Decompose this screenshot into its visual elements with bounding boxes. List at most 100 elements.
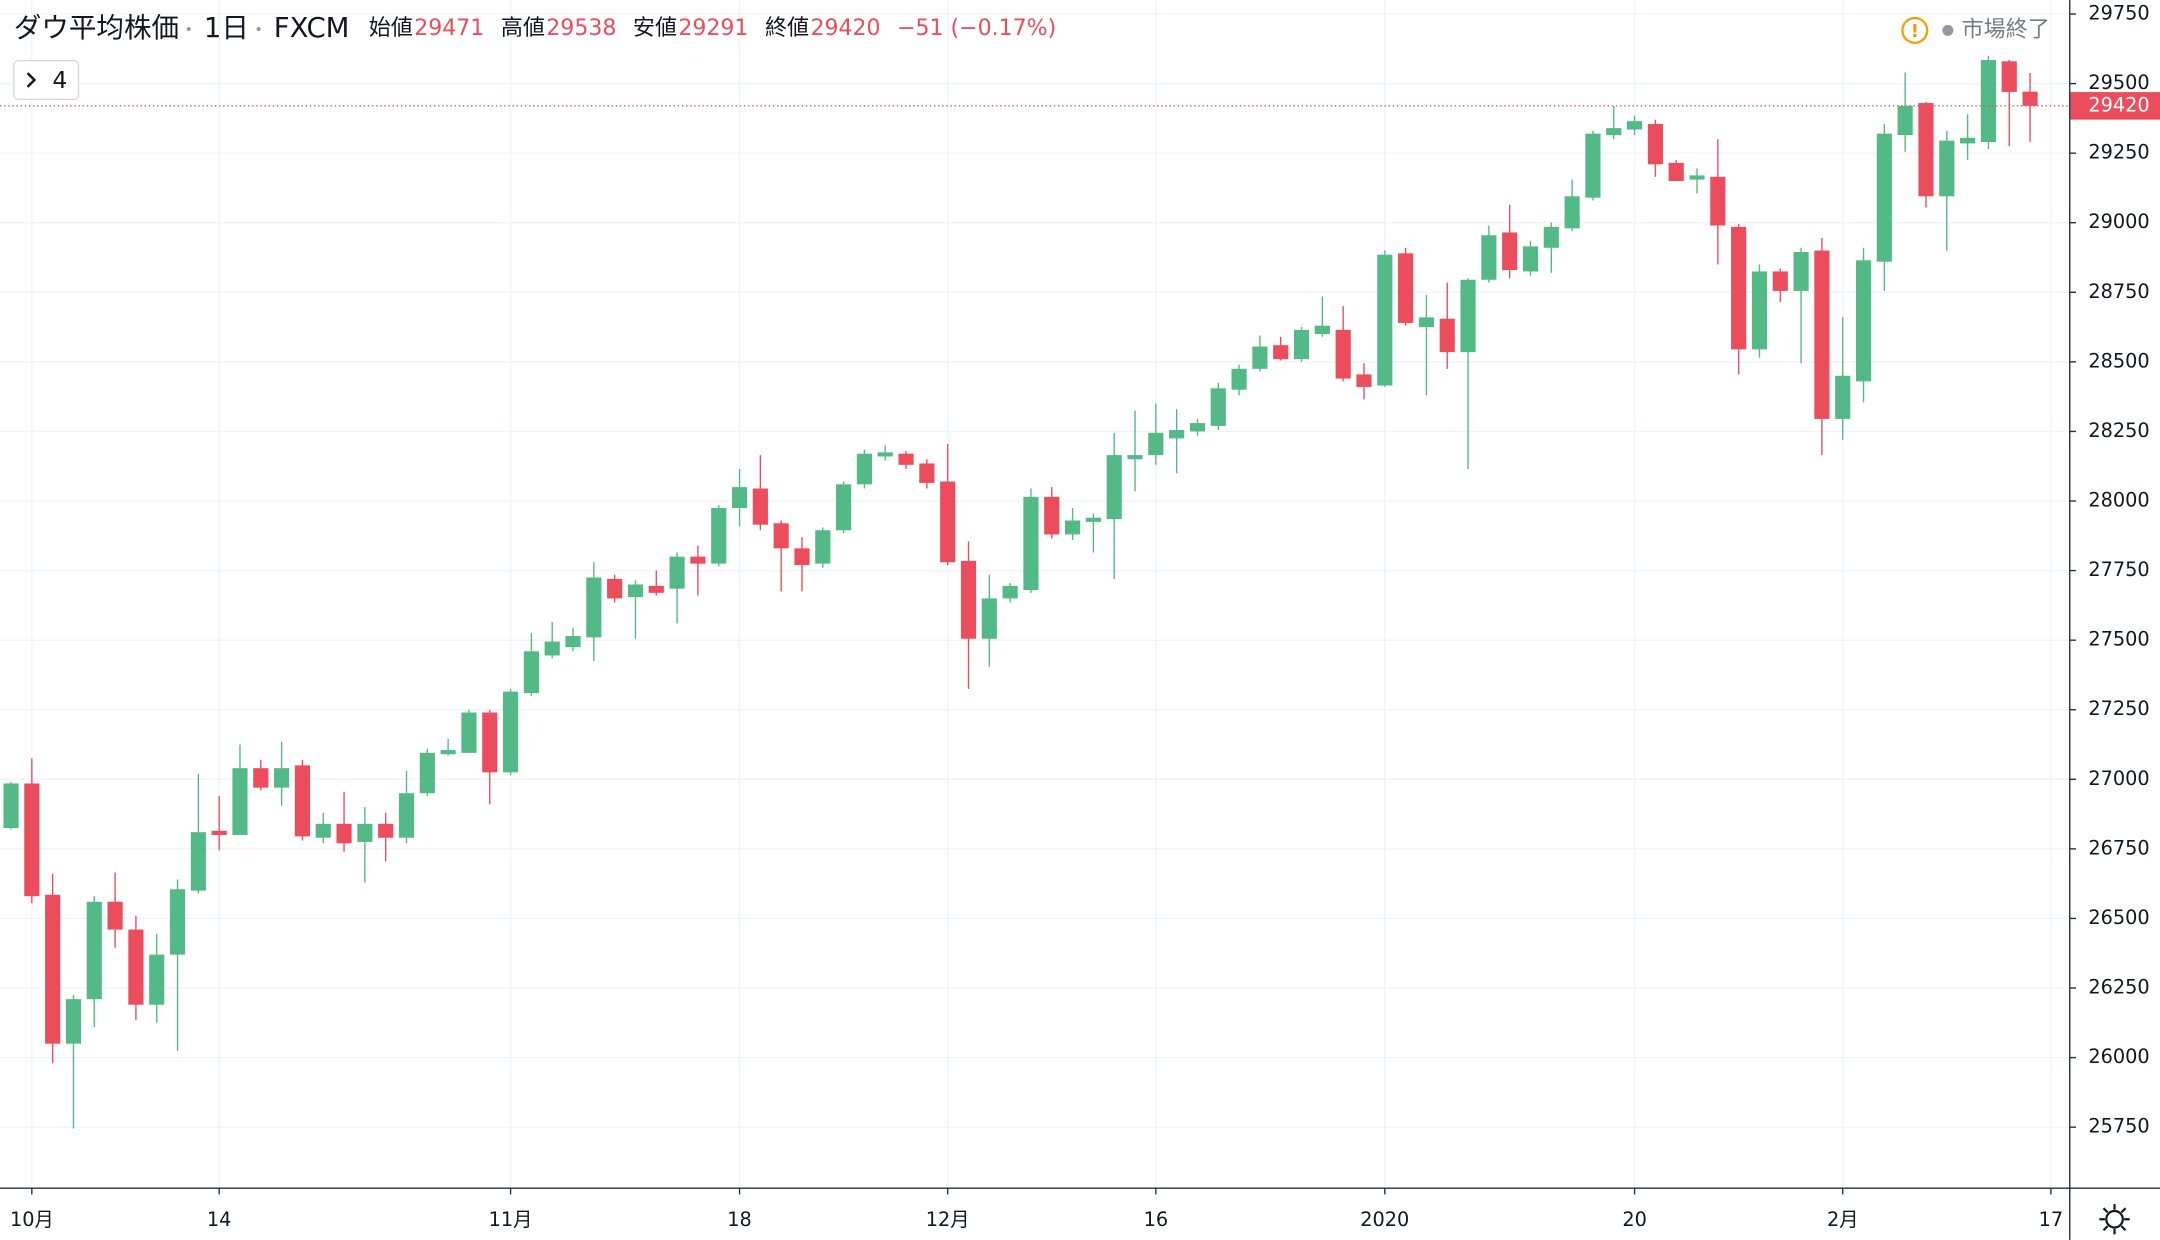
interval: 1日 [204, 12, 249, 44]
candle-body [2001, 61, 2017, 92]
y-tick-label: 28500 [2088, 349, 2149, 372]
toggle-box[interactable] [13, 60, 80, 100]
candle-body [919, 463, 935, 483]
y-tick-label: 29750 [2088, 2, 2149, 25]
x-tick-label: 12月 [926, 1208, 970, 1231]
separator-dot [256, 26, 261, 32]
candle-body [1106, 455, 1122, 520]
candle-body [294, 765, 311, 837]
x-tick-label: 11月 [489, 1208, 533, 1231]
candle-body [773, 523, 789, 549]
last-price-box [2070, 92, 2160, 120]
x-tick-label: 20 [1622, 1208, 1647, 1231]
candle-body [1751, 271, 1768, 350]
candle-body [190, 832, 206, 891]
market-status-text[interactable]: 市場終了 [1962, 17, 2050, 42]
candle-body [627, 584, 644, 598]
candle-body [1356, 374, 1372, 387]
y-tick-label: 27250 [2088, 697, 2149, 720]
y-tick-label: 26750 [2088, 836, 2149, 859]
y-tick-label: 27750 [2088, 558, 2149, 581]
indicator-toggle[interactable]: 4 [13, 60, 80, 100]
candle-body [1689, 175, 1705, 180]
last-price-label: 29420 [2088, 93, 2149, 116]
candle-body [336, 823, 352, 844]
gear-ring[interactable] [2105, 1209, 2124, 1229]
y-tick-label: 26250 [2088, 976, 2149, 999]
candle-body [482, 712, 498, 773]
candle-body [940, 481, 956, 563]
candle-body [1148, 432, 1164, 456]
candle-body [440, 750, 456, 755]
candle-body [274, 768, 290, 788]
candle-body [1960, 137, 1976, 144]
market-status[interactable]: ! 市場終了 [1901, 16, 2050, 44]
ohlc-field-label: 始値 [369, 16, 413, 41]
symbol-name: ダウ平均株価 [14, 12, 179, 44]
candle-body [149, 954, 165, 1005]
candle-body [1980, 59, 1997, 143]
x-tick-label: 18 [727, 1208, 752, 1231]
candle-body [1626, 121, 1643, 130]
candle-body [1439, 318, 1455, 353]
candle-body [1252, 346, 1268, 369]
warning-icon[interactable] [1901, 16, 1929, 44]
candle-body [1460, 279, 1476, 353]
x-tick-label: 14 [207, 1208, 232, 1231]
y-tick-label: 28000 [2088, 489, 2149, 512]
candle-body [690, 556, 706, 564]
candle-body [815, 530, 831, 564]
candle-body [1502, 232, 1518, 271]
candle-body [1585, 133, 1601, 198]
candle-body [1314, 325, 1330, 335]
candle-body [1064, 520, 1081, 535]
gear-teeth[interactable] [2099, 1204, 2130, 1235]
candle-body [107, 901, 123, 930]
candle-body [1564, 196, 1580, 229]
warning-mark[interactable]: ! [1911, 21, 1919, 42]
status-dot[interactable] [1942, 24, 1954, 36]
separator-dot [186, 26, 191, 32]
x-tick-label: 2月 [1827, 1208, 1859, 1231]
y-tick-label: 28750 [2088, 280, 2149, 303]
candle-body [232, 768, 248, 835]
y-tick-label: 29250 [2088, 141, 2149, 164]
candle-body [86, 901, 102, 1000]
ohlc-field-value: 29291 [678, 16, 748, 41]
chevron-icon[interactable] [26, 72, 37, 88]
candle-body [607, 578, 623, 599]
indicator-count[interactable]: 4 [52, 66, 67, 94]
ohlc-field-label: 高値 [501, 16, 545, 41]
candle-body [648, 585, 664, 593]
candle-body [836, 484, 852, 531]
candle-body [211, 830, 227, 835]
candle-body [1398, 253, 1414, 323]
candle-body [3, 783, 19, 829]
candle-body [1876, 133, 1892, 262]
candle-body [1939, 140, 1955, 197]
candle-body [1293, 329, 1310, 360]
candle-body [1522, 246, 1539, 272]
settings-icon[interactable] [2099, 1204, 2130, 1235]
candle-body [1647, 123, 1663, 165]
candle-body [960, 560, 977, 639]
candle-body [461, 712, 477, 753]
candle-body [523, 651, 539, 694]
candle-body [856, 453, 873, 485]
x-tick-label: 16 [1144, 1208, 1169, 1231]
candle-body [544, 641, 560, 656]
candle-body [502, 691, 519, 773]
ohlc-field-label: 終値 [765, 16, 809, 41]
candle-body [2022, 91, 2038, 106]
candle-body [1377, 254, 1393, 386]
candle-body [315, 823, 331, 838]
candle-body [253, 768, 269, 788]
candle-body [1897, 105, 1913, 136]
candle-body [877, 452, 893, 457]
candle-body [1668, 162, 1684, 181]
candle-body [1481, 235, 1497, 280]
x-tick-label: 10月 [10, 1208, 54, 1231]
candle-body [169, 889, 186, 955]
